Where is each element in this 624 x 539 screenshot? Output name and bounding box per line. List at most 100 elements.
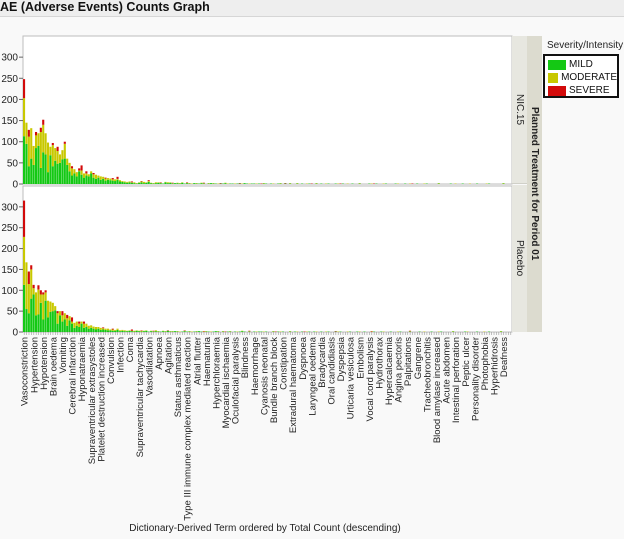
bar-mild (73, 327, 76, 332)
bar-mild (150, 331, 153, 332)
facet-strip-placebo: Placebo (512, 185, 527, 332)
legend-title: Severity/Intensity (547, 40, 624, 51)
bar-severe (61, 311, 64, 316)
x-tick-label: Vasoconstriction (20, 337, 31, 406)
x-tick-label: Hypercalcaemia (384, 336, 395, 405)
bar-moderate (49, 301, 52, 312)
y-tick-label: 300 (1, 53, 18, 64)
x-tick-label: Vomiting (58, 337, 69, 373)
bar-mild (150, 183, 153, 184)
plot-panel-0 (22, 35, 513, 185)
x-tick-label: Brain oedema (48, 336, 59, 396)
bar-moderate (25, 122, 28, 144)
bar-moderate (102, 328, 105, 330)
x-tick-label: Bradycardia (317, 336, 328, 387)
bar-mild (44, 154, 47, 184)
bar-moderate (106, 328, 109, 331)
bar-mild (75, 325, 78, 332)
y-tick-label: 0 (12, 180, 18, 191)
bar-moderate (61, 150, 64, 160)
bar-mild (70, 175, 74, 184)
bar-severe (80, 165, 83, 171)
x-tick-label: Cyanosis neonatal (259, 337, 270, 415)
bar-moderate (44, 133, 47, 155)
bar-mild (111, 330, 114, 332)
x-tick-label: Deafness (499, 337, 510, 377)
bar-mild (176, 183, 179, 184)
bar-mild (147, 181, 150, 184)
bar-moderate (39, 131, 42, 168)
bar-mild (111, 180, 114, 184)
bar-moderate (80, 321, 83, 324)
bar-mild (63, 158, 66, 184)
bar-mild (121, 330, 124, 332)
facet-strip-treatment: Planned Treatment for Period 01 (527, 36, 542, 332)
legend-swatch-mild (548, 59, 566, 70)
bar-moderate (92, 326, 95, 329)
bar-mild (82, 177, 86, 184)
legend-item-mild[interactable]: MILD (548, 58, 617, 71)
x-axis-title: Dictionary-Derived Term ordered by Total… (129, 523, 401, 534)
bar-mild (94, 178, 98, 184)
legend-item-moderate[interactable]: MODERATE (548, 71, 617, 84)
bar-mild (49, 155, 52, 184)
bar-moderate (102, 176, 105, 179)
bar-severe (63, 141, 66, 144)
bar-mild (126, 182, 129, 184)
bar-moderate (128, 181, 131, 183)
bar-moderate (25, 262, 28, 310)
bar-severe (56, 311, 59, 314)
bar-moderate (46, 142, 50, 173)
bar-severe (70, 317, 74, 322)
bar-mild (106, 330, 109, 332)
x-tick-label: Dyspnoea (298, 336, 309, 379)
facet-label-nic15: NIC.15 (514, 93, 525, 126)
bar-severe (27, 271, 30, 285)
bar-moderate (66, 318, 69, 326)
x-tick-label: Blindness (240, 337, 251, 378)
bar-moderate (51, 302, 54, 312)
x-tick-label: Coma (125, 336, 136, 362)
legend-item-severe[interactable]: SEVERE (548, 84, 617, 97)
bar-moderate (121, 329, 124, 331)
x-tick-label: Platelet destruction increased (96, 337, 107, 462)
bar-mild (114, 181, 117, 184)
bar-moderate (46, 300, 50, 318)
x-tick-label: Cerebral infarction (68, 337, 79, 415)
bar-mild (39, 302, 42, 332)
bar-moderate (30, 128, 33, 159)
bar-moderate (37, 289, 40, 315)
bar-moderate (54, 306, 57, 311)
bar-mild (214, 331, 217, 332)
bar-moderate (58, 311, 62, 316)
bar-mild (181, 182, 184, 184)
bar-moderate (147, 181, 150, 182)
bar-moderate (34, 292, 38, 316)
bar-moderate (70, 321, 74, 324)
legend[interactable]: MILD MODERATE SEVERE (543, 54, 619, 98)
bar-mild (162, 331, 165, 332)
bar-mild (30, 298, 33, 332)
y-tick-label: 100 (1, 286, 18, 297)
bar-moderate (56, 151, 59, 164)
bar-mild (54, 160, 57, 184)
bar-moderate (85, 323, 88, 327)
x-tick-label: Intestinal perforation (451, 337, 462, 423)
bar-mild (164, 182, 167, 184)
legend-label: MODERATE (561, 72, 617, 83)
bar-moderate (87, 174, 90, 177)
bar-mild (73, 173, 76, 184)
bar-moderate (111, 179, 114, 181)
bar-moderate (154, 182, 157, 184)
bar-mild (66, 164, 69, 184)
bar-mild (66, 325, 69, 332)
bar-mild (75, 176, 78, 184)
bar-moderate (118, 330, 121, 332)
facet-strip-nic15: NIC.15 (512, 36, 527, 184)
legend-label: MILD (569, 59, 593, 70)
bar-mild (99, 179, 102, 184)
bar-severe (78, 321, 81, 324)
bar-mild (78, 171, 81, 184)
bar-mild (135, 330, 138, 332)
bar-mild (42, 152, 45, 184)
